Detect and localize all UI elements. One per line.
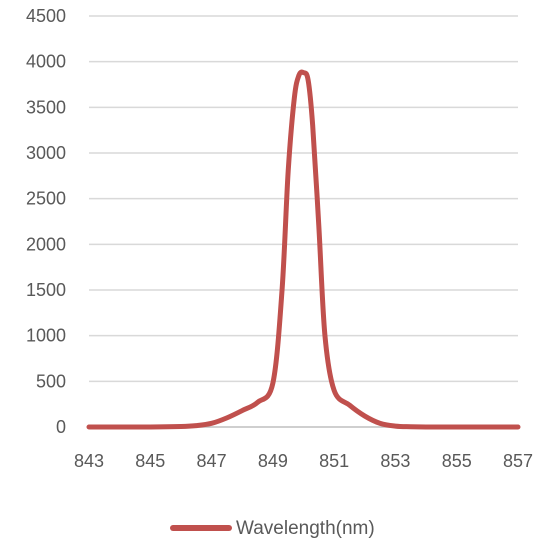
- series-line: [86, 69, 521, 430]
- x-tick-label: 847: [197, 451, 227, 471]
- y-tick-label: 3500: [26, 97, 66, 117]
- x-axis-tick-labels: 843 845 847 849 851 853 855 857: [74, 451, 533, 471]
- series-layer: [86, 69, 521, 430]
- gridlines: [89, 15, 518, 428]
- y-axis-tick-labels: 0 500 1000 1500 2000 2500 3000 3500 4000 4500: [26, 6, 66, 437]
- x-tick-label: 851: [319, 451, 349, 471]
- x-tick-label: 853: [380, 451, 410, 471]
- y-tick-label: 2500: [26, 189, 66, 209]
- x-tick-label: 857: [503, 451, 533, 471]
- y-tick-label: 4500: [26, 6, 66, 26]
- x-tick-label: 855: [442, 451, 472, 471]
- legend-label: Wavelength(nm): [236, 518, 375, 539]
- x-tick-label: 845: [135, 451, 165, 471]
- y-tick-label: 1000: [26, 326, 66, 346]
- x-tick-label: 849: [258, 451, 288, 471]
- y-tick-label: 2000: [26, 234, 66, 254]
- legend: Wavelength(nm): [170, 518, 375, 539]
- y-tick-label: 1500: [26, 280, 66, 300]
- x-tick-label: 843: [74, 451, 104, 471]
- y-tick-label: 500: [36, 371, 66, 391]
- y-tick-label: 0: [56, 417, 66, 437]
- y-tick-label: 4000: [26, 52, 66, 72]
- y-tick-label: 3000: [26, 143, 66, 163]
